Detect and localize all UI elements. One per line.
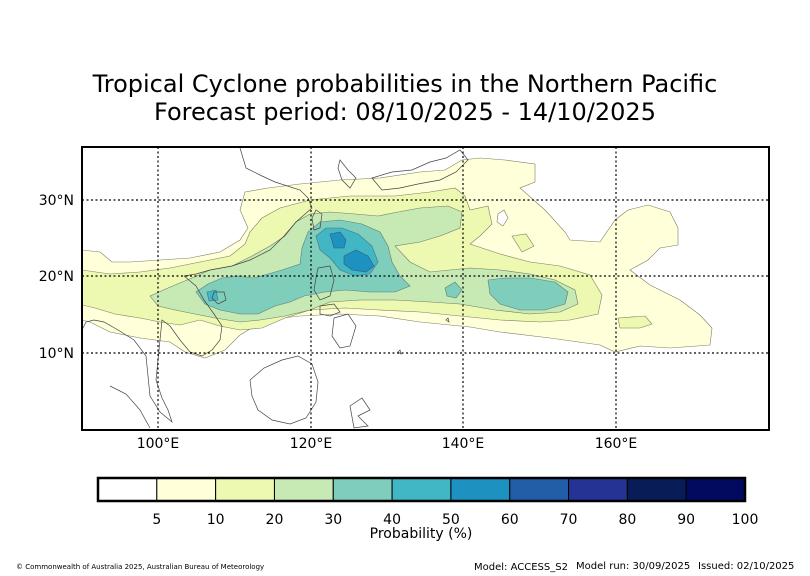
contour-patch-c bbox=[617, 315, 653, 329]
colorbar-label: Probability (%) bbox=[370, 526, 473, 542]
lon-label-160: 160°E bbox=[595, 436, 638, 452]
lat-tick-labels: 30°N 20°N 10°N bbox=[39, 193, 74, 362]
colorbar-tick-label: 20 bbox=[266, 512, 284, 528]
coastline-korea bbox=[337, 159, 357, 189]
lon-label-100: 100°E bbox=[137, 436, 180, 452]
contour-patch-a bbox=[496, 209, 509, 227]
probability-contours bbox=[82, 157, 713, 359]
colorbar-tick-label: 5 bbox=[152, 512, 161, 528]
lat-label-10: 10°N bbox=[39, 346, 74, 362]
contour-50-60-b bbox=[343, 249, 375, 273]
coastlines bbox=[82, 147, 469, 429]
lon-label-140: 140°E bbox=[442, 436, 485, 452]
colorbar-segment bbox=[685, 477, 746, 502]
contour-30-40-islet bbox=[444, 281, 463, 299]
colorbar-segment bbox=[156, 477, 217, 502]
title-line-1: Tropical Cyclone probabilities in the No… bbox=[92, 70, 718, 98]
coastline-japan bbox=[371, 149, 469, 191]
coastline-visayas bbox=[319, 303, 341, 317]
gridlines bbox=[82, 147, 769, 430]
colorbar-tick-label: 70 bbox=[560, 512, 578, 528]
coastline-luzon bbox=[313, 265, 335, 301]
colorbar-segment bbox=[626, 477, 687, 502]
colorbar: 5 10 20 30 40 50 60 70 80 90 100 bbox=[96, 476, 759, 528]
colorbar-tick-label: 50 bbox=[442, 512, 460, 528]
lon-tick-labels: 100°E 120°E 140°E 160°E bbox=[137, 436, 638, 452]
model-name: Model: ACCESS_S2 bbox=[474, 562, 568, 573]
colorbar-tick-label: 40 bbox=[383, 512, 401, 528]
contour-patch-b bbox=[511, 233, 535, 253]
lat-label-20: 20°N bbox=[39, 269, 74, 285]
coastline-sumatra bbox=[109, 385, 151, 429]
colorbar-segment bbox=[391, 477, 452, 502]
colorbar-segment bbox=[97, 477, 158, 502]
issued-date: Issued: 02/10/2025 bbox=[698, 561, 795, 572]
contour-50-60 bbox=[329, 231, 347, 249]
coastline-borneo bbox=[249, 355, 319, 425]
colorbar-segment bbox=[273, 477, 334, 502]
coastline-china bbox=[183, 147, 313, 277]
colorbar-frame bbox=[96, 476, 747, 503]
copyright-text: © Commonwealth of Australia 2025, Austra… bbox=[16, 563, 265, 571]
colorbar-segment bbox=[215, 477, 275, 502]
colorbar-tick-label: 100 bbox=[732, 512, 759, 528]
colorbar-segment bbox=[568, 477, 628, 502]
title-line-2: Forecast period: 08/10/2025 - 14/10/2025 bbox=[154, 98, 656, 126]
coastline-mindanao bbox=[331, 313, 357, 349]
coastline-hainan bbox=[211, 291, 227, 305]
colorbar-tick-label: 80 bbox=[618, 512, 636, 528]
coastline-sulawesi bbox=[349, 397, 371, 429]
coastline-indochina bbox=[82, 275, 223, 424]
colorbar-tick-label: 30 bbox=[324, 512, 342, 528]
model-run-date: Model run: 30/09/2025 bbox=[576, 561, 691, 572]
coastline-guam bbox=[445, 317, 450, 323]
contour-30-40-east bbox=[487, 277, 569, 311]
figure-title: Tropical Cyclone probabilities in the No… bbox=[0, 70, 810, 126]
colorbar-tick-label: 90 bbox=[677, 512, 695, 528]
colorbar-segment bbox=[332, 477, 393, 502]
colorbar-tick-label: 60 bbox=[501, 512, 519, 528]
colorbar-segment bbox=[509, 477, 570, 502]
map-frame bbox=[81, 146, 770, 431]
lon-label-120: 120°E bbox=[290, 436, 333, 452]
colorbar-tick-label: 10 bbox=[207, 512, 225, 528]
coastline-palau bbox=[397, 349, 402, 355]
lat-label-30: 30°N bbox=[39, 193, 74, 209]
colorbar-segment bbox=[450, 477, 511, 502]
coastline-taiwan bbox=[311, 209, 323, 231]
